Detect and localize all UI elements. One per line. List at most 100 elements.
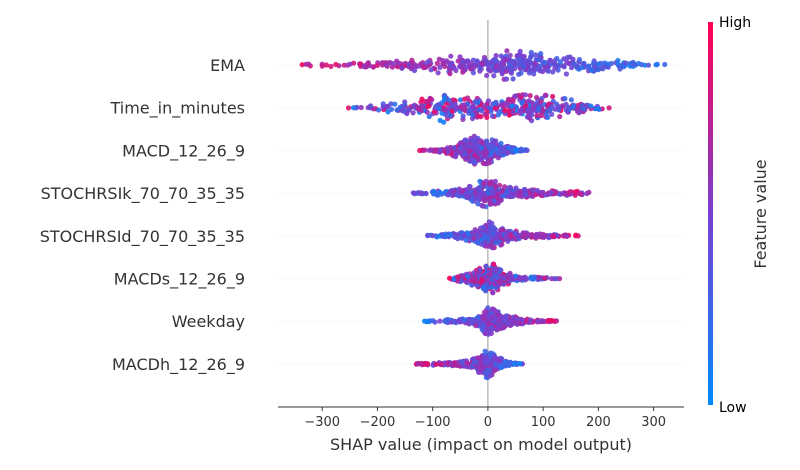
shap-point	[416, 361, 422, 367]
shap-point	[533, 52, 539, 58]
colorbar-low-label: Low	[719, 400, 747, 416]
shap-point	[526, 319, 533, 325]
shap-point	[573, 233, 579, 239]
shap-point	[486, 238, 492, 244]
shap-point	[480, 203, 486, 209]
shap-point	[532, 101, 538, 107]
shap-point	[570, 56, 576, 62]
shap-point	[370, 106, 376, 112]
shap-point	[521, 192, 527, 198]
shap-point	[461, 317, 467, 323]
shap-point	[365, 61, 371, 67]
feature-swarm	[421, 305, 560, 337]
shap-point	[482, 232, 488, 238]
shap-point	[557, 59, 564, 65]
shap-point	[531, 66, 537, 73]
shap-point	[527, 93, 533, 99]
shap-point	[424, 319, 430, 325]
shap-point	[545, 114, 551, 120]
shap-point	[492, 268, 498, 274]
shap-point	[508, 190, 514, 196]
shap-point	[530, 276, 536, 282]
shap-point	[506, 112, 512, 118]
shap-point	[477, 267, 483, 273]
shap-point	[519, 99, 525, 105]
shap-point	[541, 275, 548, 281]
shap-point	[487, 181, 493, 187]
shap-point	[479, 145, 485, 151]
shap-point	[538, 51, 544, 57]
shap-point	[550, 93, 556, 100]
shap-point	[416, 106, 422, 112]
x-tick-label: 200	[586, 415, 611, 430]
shap-point	[434, 60, 440, 66]
shap-point	[450, 319, 457, 325]
feature-label: Time_in_minutes	[109, 99, 245, 119]
shap-point	[481, 197, 487, 203]
shap-point	[600, 66, 606, 72]
shap-point	[500, 361, 506, 367]
shap-point	[460, 359, 466, 365]
shap-point	[563, 71, 570, 77]
shap-point	[461, 363, 467, 369]
x-tick-label: −200	[360, 415, 396, 430]
shap-point	[572, 189, 579, 195]
shap-point	[508, 144, 514, 151]
shap-point	[503, 57, 509, 63]
shap-point	[586, 189, 592, 195]
shap-point	[538, 68, 544, 74]
shap-point	[500, 61, 506, 68]
shap-point	[520, 64, 526, 70]
shap-point	[528, 49, 534, 56]
shap-point	[545, 318, 551, 324]
shap-point	[459, 188, 465, 194]
shap-point	[523, 147, 530, 153]
shap-point	[534, 113, 540, 119]
feature-swarm	[413, 348, 526, 380]
shap-point	[471, 138, 477, 144]
shap-point	[524, 233, 530, 239]
shap-point	[536, 56, 542, 63]
shap-point	[554, 62, 560, 68]
shap-point	[417, 147, 423, 154]
shap-point	[483, 354, 489, 360]
shap-point	[462, 67, 468, 73]
shap-point	[437, 318, 443, 324]
shap-point	[493, 53, 499, 59]
shap-point	[504, 189, 510, 195]
x-tick-label: 300	[641, 415, 666, 430]
shap-point	[347, 61, 353, 67]
shap-point	[506, 360, 512, 367]
x-tick-label: −100	[415, 415, 451, 430]
feature-label: MACDs_12_26_9	[114, 270, 245, 290]
shap-point	[323, 62, 329, 68]
shap-point	[490, 290, 496, 296]
shap-point	[504, 48, 510, 54]
shap-point	[523, 58, 529, 64]
shap-point	[457, 145, 463, 151]
shap-point	[492, 105, 498, 111]
shap-point	[467, 148, 473, 154]
shap-point	[557, 276, 563, 282]
shap-point	[542, 59, 548, 66]
shap-point	[536, 275, 542, 281]
shap-point	[465, 361, 471, 367]
shap-point	[418, 191, 425, 197]
shap-point	[564, 233, 570, 239]
shap-point	[525, 107, 531, 113]
shap-point	[495, 155, 501, 161]
shap-point	[447, 71, 453, 77]
shap-point	[463, 137, 469, 143]
shap-point	[570, 104, 576, 110]
shap-point	[455, 58, 461, 64]
x-tick-label: 0	[484, 415, 492, 430]
shap-point	[507, 184, 513, 190]
shap-point	[534, 187, 540, 194]
shap-point	[502, 108, 508, 114]
shap-point	[510, 314, 516, 320]
feature-swarm	[425, 219, 581, 251]
shap-point	[380, 104, 386, 110]
shap-point	[579, 64, 585, 70]
shap-point	[662, 61, 668, 68]
